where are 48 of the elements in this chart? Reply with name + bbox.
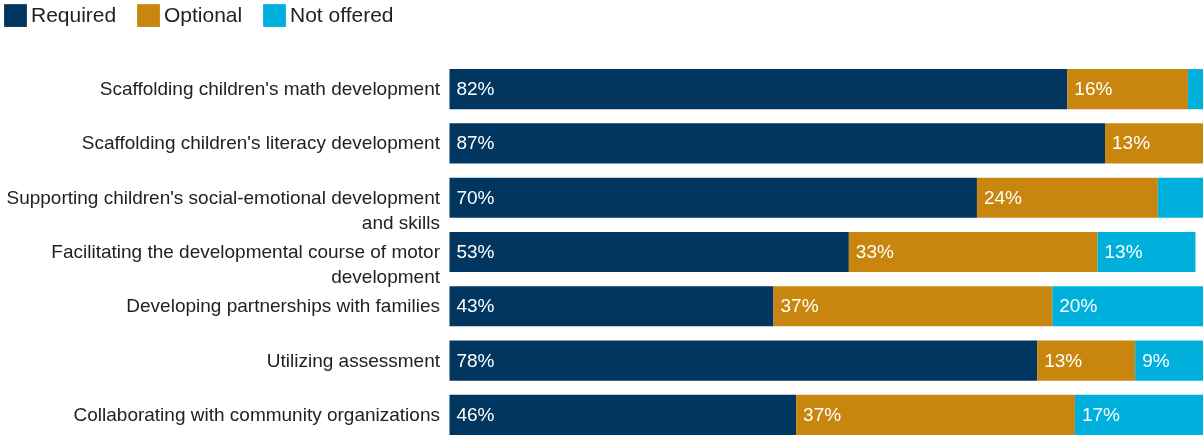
data-label: 13% (1112, 132, 1151, 154)
bar (1157, 177, 1203, 218)
data-label: 37% (803, 403, 842, 425)
data-label: 9% (1142, 349, 1170, 371)
data-label: 87% (456, 132, 495, 154)
data-label: 70% (456, 186, 495, 208)
y-tick-label: Utilizing assessment (266, 349, 441, 371)
bar (976, 177, 1158, 218)
data-label: 20% (1059, 295, 1098, 317)
data-label: 13% (1044, 349, 1083, 371)
legend-label: Optional (164, 2, 243, 26)
legend-label: Required (31, 2, 117, 26)
bar (1187, 69, 1203, 110)
y-tick-label: Collaborating with community organizations (73, 403, 440, 425)
bar (449, 394, 797, 435)
bar (449, 177, 977, 218)
bar (1067, 69, 1188, 110)
y-tick-label: Supporting children's social-emotional development and skills (6, 186, 441, 233)
data-label: 37% (780, 295, 819, 317)
bar (449, 231, 849, 273)
bar (1135, 340, 1203, 381)
data-label: 53% (456, 241, 495, 262)
bar (796, 394, 1075, 435)
data-label: 17% (1081, 403, 1121, 425)
data-label: 33% (855, 241, 894, 262)
bar (1097, 231, 1196, 273)
data-label: 13% (1104, 241, 1143, 262)
y-tick-label: Scaffolding children's math development (99, 78, 441, 100)
bar (1074, 394, 1203, 435)
data-label: 24% (983, 186, 1023, 208)
bar (449, 286, 774, 327)
bar (1105, 123, 1203, 164)
y-tick-label: Scaffolding children's literacy development (81, 132, 441, 154)
bar (1052, 286, 1203, 327)
data-label: 82% (456, 78, 495, 100)
legend-label: Not offered (290, 2, 394, 26)
bar (773, 286, 1053, 327)
data-label: 16% (1074, 78, 1113, 100)
data-label: 46% (456, 403, 495, 425)
data-label: 78% (456, 349, 495, 371)
y-tick-label: Developing partnerships with families (126, 295, 440, 317)
bar (449, 340, 1038, 381)
bar (1037, 340, 1136, 381)
bar (848, 231, 1098, 273)
bar (449, 69, 1068, 110)
bar (449, 123, 1106, 164)
y-tick-label: Facilitating the developmental course of motor development (51, 241, 441, 287)
data-label: 43% (456, 295, 495, 317)
